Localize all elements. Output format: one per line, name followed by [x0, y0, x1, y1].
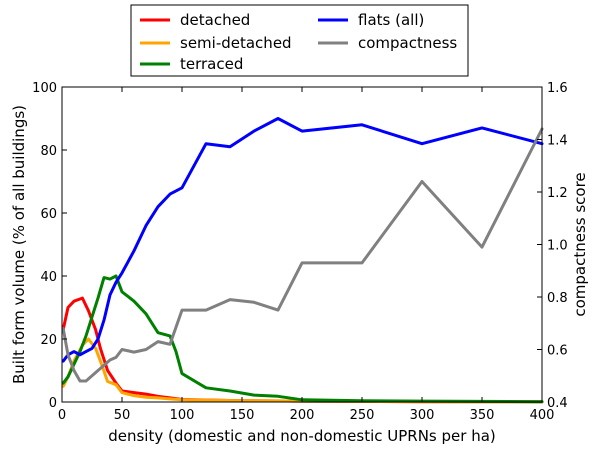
- y2-tick-label: 1.6: [547, 81, 568, 96]
- x-tick-label: 50: [114, 408, 131, 423]
- y-tick-label: 20: [40, 333, 57, 348]
- plot-frame: [61, 86, 543, 403]
- x-tick-label: 200: [290, 408, 315, 423]
- x-tick-label: 400: [530, 408, 555, 423]
- legend-label-1: semi-detached: [180, 34, 292, 52]
- x-axis-label: density (domestic and non-domestic UPRNs…: [108, 427, 496, 445]
- series-line-3: [61, 117, 544, 363]
- y-tick-label: 0: [49, 396, 57, 411]
- y-tick-label: 40: [40, 270, 57, 285]
- y2-tick-label: 1.0: [547, 239, 568, 254]
- legend: detached semi-detached terraced flats (all)…: [130, 4, 469, 77]
- y2-tick-label: 0.6: [547, 344, 568, 359]
- x-tick-label: 100: [170, 408, 195, 423]
- y2-tick-label: 0.4: [547, 396, 568, 411]
- legend-label-0: detached: [180, 11, 250, 29]
- x-tick-label: 300: [410, 408, 435, 423]
- legend-box: [130, 4, 469, 77]
- y2-axis-label: compactness score: [571, 172, 589, 316]
- series-line-4: [61, 127, 544, 383]
- legend-label-3: flats (all): [358, 11, 424, 29]
- y2-tick-label: 1.2: [547, 186, 568, 201]
- ticks-layer: 0 50 100 150 200 250 300 350 400 0 20 40 60 80 100 0.4 0…: [32, 81, 568, 423]
- y2-tick-label: 0.8: [547, 291, 568, 306]
- y-tick-label: 80: [40, 144, 57, 159]
- legend-label-4: compactness: [358, 34, 457, 52]
- series-layer: [61, 117, 544, 404]
- y-axis-label: Built form volume (% of all buildings): [10, 105, 28, 384]
- x-tick-label: 150: [230, 408, 255, 423]
- y-tick-label: 60: [40, 207, 57, 222]
- series-line-0: [61, 296, 544, 404]
- legend-label-2: terraced: [180, 55, 243, 73]
- y2-tick-label: 1.4: [547, 134, 568, 149]
- series-line-2: [61, 274, 544, 404]
- x-tick-label: 0: [58, 408, 66, 423]
- y-tick-label: 100: [32, 81, 57, 96]
- x-tick-label: 350: [470, 408, 495, 423]
- x-tick-label: 250: [350, 408, 375, 423]
